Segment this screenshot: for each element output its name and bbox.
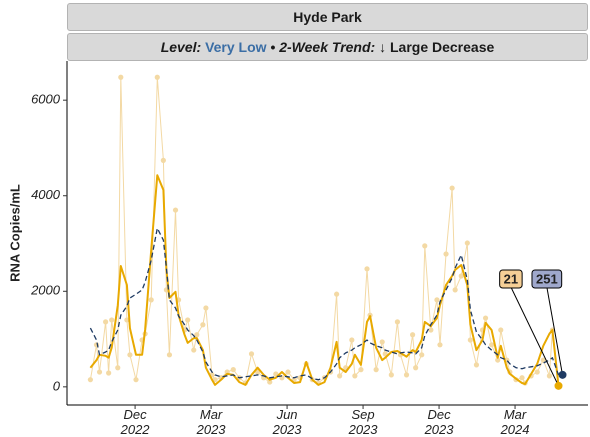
data-point <box>413 365 419 371</box>
end-label: 21 <box>499 269 523 289</box>
data-point <box>422 243 428 249</box>
data-point <box>106 370 112 376</box>
data-point <box>394 319 401 325</box>
label-leader <box>510 286 559 387</box>
end-label-box <box>499 269 523 289</box>
data-point <box>267 379 273 385</box>
y-tick-label: 6000 <box>31 92 61 107</box>
y-tick-label: 4000 <box>31 187 61 202</box>
data-point <box>437 342 443 348</box>
data-point <box>103 319 109 325</box>
x-tick-label: Dec 2023 <box>424 407 454 437</box>
data-point <box>352 373 358 379</box>
title-strip: Hyde Park <box>67 3 588 31</box>
data-point <box>96 369 103 375</box>
y-tick-label: 0 <box>53 378 61 393</box>
data-point <box>248 351 255 357</box>
chart-title: Hyde Park <box>293 9 362 25</box>
data-point <box>337 373 343 379</box>
data-point <box>410 332 416 338</box>
y-tick-label: 2000 <box>30 283 61 298</box>
end-label-text: 251 <box>536 271 558 286</box>
data-point <box>364 266 370 272</box>
series-line <box>89 227 560 381</box>
data-point <box>334 291 340 297</box>
x-tick-label: Mar 2023 <box>196 407 226 437</box>
data-point <box>403 372 410 378</box>
data-point <box>452 287 458 293</box>
data-point <box>464 240 470 246</box>
data-point <box>482 315 489 321</box>
data-point <box>127 352 133 358</box>
end-point <box>554 381 563 390</box>
data-point <box>349 337 355 343</box>
end-label-box <box>531 269 563 289</box>
data-point <box>203 305 209 311</box>
data-point <box>467 337 473 343</box>
data-point <box>194 332 200 338</box>
data-point <box>540 357 546 363</box>
data-point <box>172 207 179 213</box>
x-tick-label: Jun 2023 <box>272 407 302 437</box>
data-point <box>443 251 449 257</box>
trend: ↓ Large Decrease <box>379 39 495 55</box>
separator: • <box>270 39 276 55</box>
data-point <box>148 297 154 303</box>
level-label: Level: <box>160 39 202 55</box>
data-point <box>124 317 130 323</box>
data-point <box>498 327 504 333</box>
level: Very Low <box>205 39 267 55</box>
x-tick-label: Sep 2023 <box>348 407 378 437</box>
data-point <box>285 369 291 375</box>
data-point <box>358 367 364 373</box>
data-point <box>133 377 139 383</box>
data-point <box>428 327 434 333</box>
data-point <box>489 342 495 348</box>
series-line <box>89 76 559 386</box>
x-tick-label: Mar 2024 <box>500 407 530 437</box>
data-point <box>160 157 166 163</box>
data-point <box>473 362 480 368</box>
data-point <box>191 347 197 353</box>
data-point <box>115 365 121 371</box>
data-point <box>87 377 94 383</box>
data-point <box>109 317 115 323</box>
data-point <box>200 322 206 328</box>
label-leader <box>546 286 564 375</box>
data-point <box>118 74 124 80</box>
end-label-text: 21 <box>504 271 518 286</box>
data-point <box>419 352 425 358</box>
end-point <box>558 370 567 379</box>
data-point <box>166 352 173 358</box>
trend-label: 2-Week Trend: <box>279 39 376 55</box>
data-point <box>388 372 394 378</box>
data-point <box>449 185 455 191</box>
subtitle-strip: Level: Very Low • 2-Week Trend: ↓ Large … <box>67 33 588 61</box>
x-tick-label: Dec 2022 <box>120 407 150 437</box>
y-axis-label: RNA Copies/mL <box>7 184 22 282</box>
data-point <box>185 317 191 323</box>
series-line <box>89 174 560 386</box>
data-point <box>230 367 236 373</box>
data-point <box>495 357 501 363</box>
data-point <box>154 74 160 80</box>
data-point <box>519 375 525 381</box>
data-point <box>373 367 379 373</box>
data-point <box>458 273 464 279</box>
data-point <box>534 369 540 375</box>
data-point <box>434 297 440 303</box>
data-point <box>546 373 552 379</box>
data-point <box>379 339 385 345</box>
end-label: 251 <box>531 269 563 289</box>
